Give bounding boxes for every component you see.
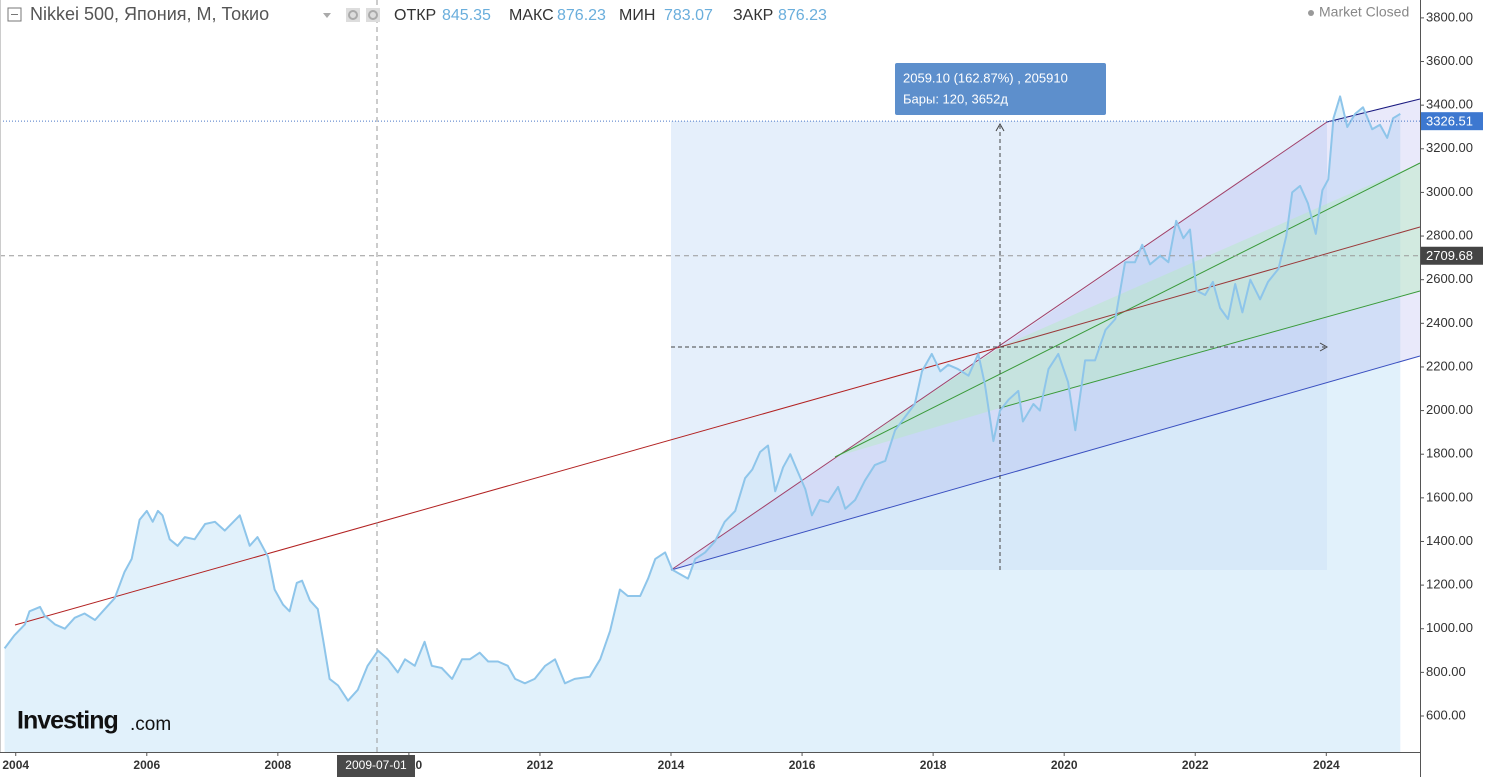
stat-value: 845.35 <box>442 7 491 24</box>
pitchfork-upper <box>670 121 1328 571</box>
y-tick-label: 3800.00 <box>1426 9 1473 24</box>
stat-label: МАКС <box>509 7 554 24</box>
x-axis-panel <box>0 752 1420 777</box>
y-tick-label: 2800.00 <box>1426 227 1473 242</box>
y-tick-label: 1800.00 <box>1426 446 1473 461</box>
drawing-tools <box>14 0 1421 752</box>
y-tick-label: 2200.00 <box>1426 358 1473 373</box>
y-tick-label: 3200.00 <box>1426 140 1473 155</box>
x-tick-label: 2008 <box>264 758 291 772</box>
pitchfork-top <box>1326 98 1421 123</box>
line-layer <box>0 95 1420 702</box>
measure-tooltip <box>895 63 1106 115</box>
x-tick-label: 2014 <box>658 758 685 772</box>
stat-value: 876.23 <box>557 7 606 24</box>
y-tick-label: 3400.00 <box>1426 97 1473 112</box>
market-status: Market Closed <box>1319 4 1409 20</box>
logo: Investing <box>17 707 118 735</box>
settings-icon-gear <box>368 10 378 20</box>
stat-label: МИН <box>619 7 655 24</box>
settings-icon-gear <box>348 10 358 20</box>
pitchfork-green-upper <box>834 162 1421 458</box>
y-tick-label: 1400.00 <box>1426 533 1473 548</box>
x-tick-label: 2020 <box>1051 758 1078 772</box>
area-layer <box>4 96 1401 752</box>
dropdown-caret[interactable] <box>323 13 331 18</box>
y-tick-label: 1200.00 <box>1426 577 1473 592</box>
arrow-head <box>1319 342 1329 352</box>
stat-value: 783.07 <box>664 7 713 24</box>
price-label-box <box>1421 246 1483 265</box>
x-tick-label: 2004 <box>2 758 29 772</box>
y-tick-label: 1000.00 <box>1426 620 1473 635</box>
logo-suffix: .com <box>130 714 171 735</box>
y-tick-label: 600.00 <box>1426 707 1466 722</box>
chart-title: Nikkei 500, Япония, М, Токио <box>30 4 269 24</box>
x-tick-label: 2022 <box>1182 758 1209 772</box>
crosshair-label: 2009-07-01 <box>345 758 407 772</box>
y-tick-label: 1600.00 <box>1426 489 1473 504</box>
y-tick-label: 3000.00 <box>1426 184 1473 199</box>
arrow-head <box>995 122 1005 132</box>
x-tick-label: 2012 <box>527 758 554 772</box>
x-tick-label: 2006 <box>133 758 160 772</box>
pitchfork-lower <box>670 355 1421 571</box>
y-tick-label: 3600.00 <box>1426 53 1473 68</box>
stat-label: ЗАКР <box>733 7 773 24</box>
y-tick-label: 800.00 <box>1426 664 1466 679</box>
stat-label: ОТКР <box>394 7 436 24</box>
line <box>3 95 1401 702</box>
measure-text: Бары: 120, 3652д <box>903 91 1008 106</box>
price-label: 3326.51 <box>1426 114 1473 129</box>
measure-text: 2059.10 (162.87%) , 205910 <box>903 70 1068 85</box>
header: Nikkei 500, Япония, М, Токио ОТКР 845.35… <box>7 4 1483 777</box>
crosshair-label-box <box>337 755 415 777</box>
y-tick-label: 2000.00 <box>1426 402 1473 417</box>
x-tick-label: 2016 <box>789 758 816 772</box>
price-label-box <box>1421 112 1483 131</box>
status-dot <box>1308 10 1314 16</box>
x-tick-label: 2018 <box>920 758 947 772</box>
x-tick-label: 2024 <box>1313 758 1340 772</box>
trend-line <box>14 346 1001 626</box>
price-label: 2709.68 <box>1426 248 1473 263</box>
area <box>4 96 1401 752</box>
y-tick-label: 2600.00 <box>1426 271 1473 286</box>
stat-value: 876.23 <box>778 7 827 24</box>
y-tick-label: 2400.00 <box>1426 315 1473 330</box>
